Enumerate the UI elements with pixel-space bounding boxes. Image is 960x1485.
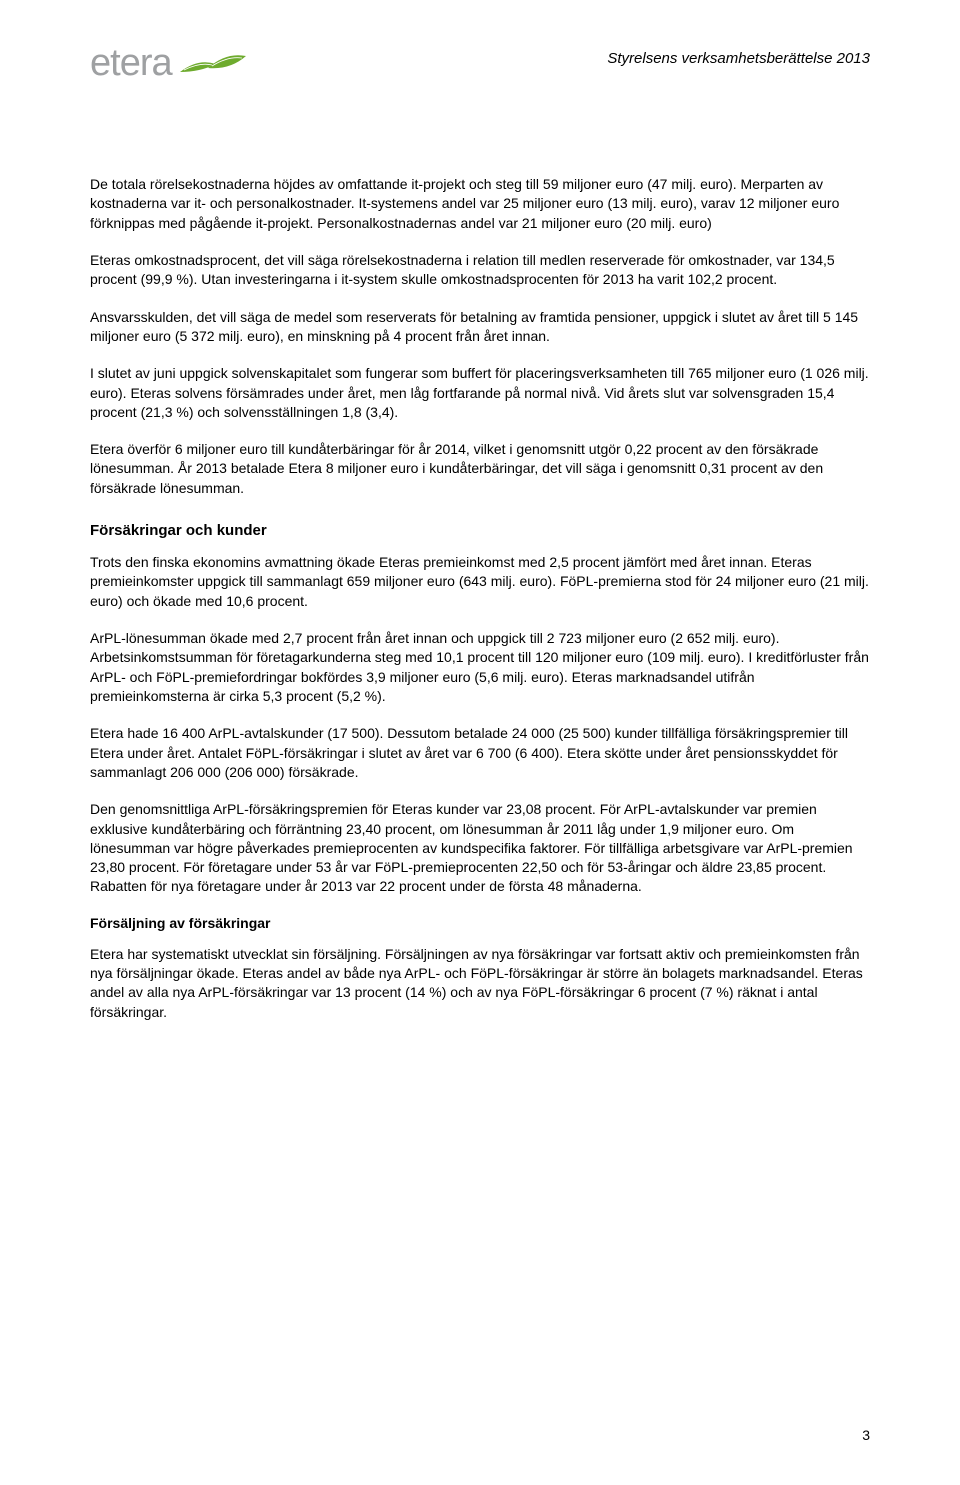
paragraph: ArPL-lönesumman ökade med 2,7 procent fr… [90,629,870,706]
leaf-icon [178,50,248,78]
logo-text: etera [90,42,172,85]
document-body: De totala rörelsekostnaderna höjdes av o… [90,175,870,1022]
document-header: etera Styrelsens verksamhetsberättelse 2… [90,42,870,85]
page-number: 3 [862,1427,870,1443]
sub-heading: Försäljning av försäkringar [90,915,870,931]
paragraph: Ansvarsskulden, det vill säga de medel s… [90,308,870,347]
section-heading: Försäkringar och kunder [90,522,870,539]
paragraph: De totala rörelsekostnaderna höjdes av o… [90,175,870,233]
header-title: Styrelsens verksamhetsberättelse 2013 [607,50,870,67]
paragraph: Trots den finska ekonomins avmattning ök… [90,553,870,611]
paragraph: Etera har systematiskt utvecklat sin för… [90,945,870,1022]
paragraph: Eteras omkostnadsprocent, det vill säga … [90,251,870,290]
logo: etera [90,42,248,85]
paragraph: Etera hade 16 400 ArPL-avtalskunder (17 … [90,724,870,782]
paragraph: Etera överför 6 miljoner euro till kundå… [90,440,870,498]
paragraph: I slutet av juni uppgick solvenskapitale… [90,364,870,422]
paragraph: Den genomsnittliga ArPL-försäkringspremi… [90,800,870,897]
